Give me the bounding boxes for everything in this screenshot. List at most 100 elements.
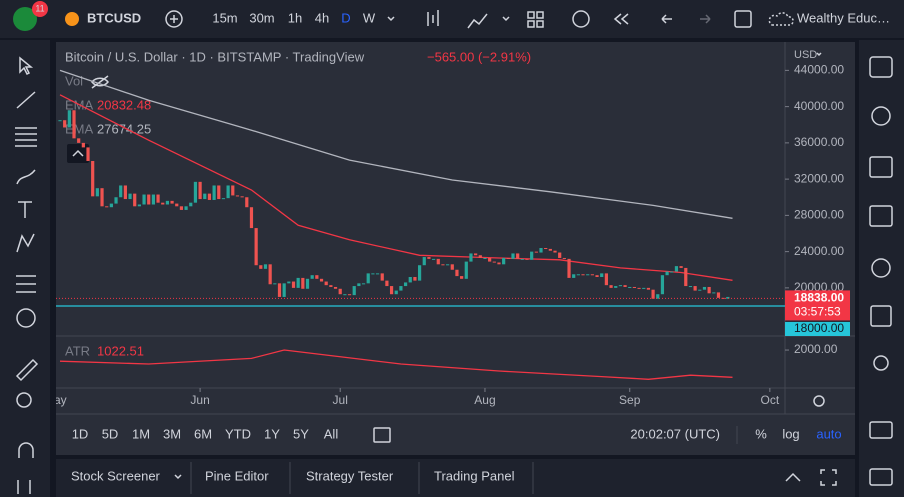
lock[interactable] — [17, 480, 31, 494]
text-tool[interactable] — [18, 201, 32, 218]
currency[interactable]: USD — [794, 49, 817, 61]
candle — [263, 264, 268, 269]
indicators-menu[interactable] — [502, 16, 510, 22]
candle — [212, 185, 216, 200]
candle — [91, 161, 95, 197]
account[interactable]: Wealthy Educ… — [797, 10, 890, 25]
hidden-eye[interactable] — [91, 75, 109, 89]
candle — [296, 277, 300, 288]
bottom-tab[interactable]: Trading Panel — [434, 468, 515, 483]
candle — [291, 281, 296, 288]
candle — [497, 262, 501, 265]
range-button[interactable]: All — [324, 426, 339, 441]
hotlists[interactable] — [869, 205, 893, 227]
range-button[interactable]: 1Y — [264, 426, 280, 441]
pattern-tool[interactable] — [16, 233, 35, 253]
range-button[interactable]: 6M — [194, 426, 212, 441]
candle — [646, 287, 651, 290]
candle — [338, 288, 342, 295]
range-button[interactable]: YTD — [225, 426, 251, 441]
range-button[interactable]: 5D — [102, 426, 119, 441]
candle — [553, 250, 557, 253]
candle — [231, 185, 235, 196]
interval[interactable]: D — [341, 10, 350, 25]
bottom-tab[interactable]: Pine Editor — [205, 468, 269, 483]
candle — [539, 248, 543, 253]
bottom-tab[interactable]: Strategy Tester — [306, 468, 394, 483]
collapse-legend[interactable] — [67, 144, 89, 163]
countdown: 03:57:53 — [794, 305, 841, 319]
expand[interactable] — [820, 469, 837, 486]
alerts[interactable] — [871, 106, 891, 126]
news[interactable] — [869, 156, 893, 178]
messages[interactable] — [869, 468, 893, 486]
alert[interactable] — [572, 10, 590, 28]
candle — [123, 185, 127, 200]
candle — [165, 200, 170, 205]
calendar[interactable] — [871, 258, 891, 278]
range-button[interactable]: 3M — [163, 426, 181, 441]
candle — [581, 274, 585, 276]
candle — [618, 285, 622, 287]
help[interactable] — [873, 355, 889, 371]
ideas[interactable] — [870, 305, 892, 327]
fullscreen[interactable] — [734, 10, 752, 28]
chat[interactable] — [869, 421, 893, 439]
candle — [450, 264, 454, 270]
scale-toggle[interactable]: auto — [816, 426, 841, 441]
candle — [259, 265, 263, 269]
candle — [572, 274, 576, 278]
candle — [446, 264, 450, 266]
range-button[interactable]: 1D — [72, 426, 89, 441]
redo[interactable] — [700, 14, 711, 24]
interval-menu[interactable] — [387, 16, 395, 22]
symbol[interactable]: BTCUSD — [87, 10, 141, 25]
interval[interactable]: W — [363, 10, 376, 25]
cursor-tool[interactable] — [19, 56, 34, 76]
interval[interactable]: 15m — [212, 10, 237, 25]
candle — [268, 264, 272, 285]
candle — [656, 294, 660, 299]
chart-panel — [56, 42, 855, 455]
candle — [436, 258, 440, 265]
scale-toggle[interactable]: % — [755, 426, 767, 441]
goto-date[interactable] — [373, 427, 391, 443]
candle — [707, 286, 711, 294]
candle — [628, 286, 632, 288]
interval[interactable]: 1h — [288, 10, 302, 25]
y-tick-label: 32000.00 — [794, 171, 844, 185]
undo[interactable] — [661, 14, 672, 24]
indicator-line — [59, 94, 733, 281]
bottom-tab[interactable]: Stock Screener — [71, 468, 161, 483]
candle — [693, 286, 697, 291]
replay[interactable] — [613, 13, 629, 25]
interval[interactable]: 4h — [315, 10, 329, 25]
brush-tool[interactable] — [16, 169, 36, 185]
add-symbol[interactable] — [165, 10, 183, 28]
maximize-panel[interactable] — [785, 472, 801, 482]
screener-menu[interactable] — [174, 474, 182, 480]
logo[interactable] — [13, 7, 37, 31]
ruler[interactable] — [15, 358, 39, 382]
range-button[interactable]: 5Y — [293, 426, 309, 441]
layouts[interactable] — [527, 11, 544, 28]
icon-tool[interactable] — [16, 308, 36, 328]
fib-tool[interactable] — [15, 127, 37, 147]
candle — [474, 253, 478, 256]
cloud[interactable] — [768, 12, 794, 26]
indicators[interactable] — [467, 13, 488, 29]
range-button[interactable]: 1M — [132, 426, 150, 441]
candle — [492, 261, 496, 263]
candle — [674, 266, 679, 272]
interval[interactable]: 30m — [249, 10, 274, 25]
watchlist[interactable] — [869, 56, 893, 78]
settings[interactable] — [813, 395, 825, 407]
chart-type[interactable] — [427, 10, 439, 26]
candle — [534, 251, 538, 253]
scale-toggle[interactable]: log — [782, 426, 799, 441]
forecast-tool[interactable] — [16, 275, 36, 293]
level-label: 18000.00 — [794, 321, 844, 335]
magnet[interactable] — [18, 442, 34, 458]
zoom[interactable] — [16, 392, 32, 408]
trend-line[interactable] — [16, 91, 36, 109]
